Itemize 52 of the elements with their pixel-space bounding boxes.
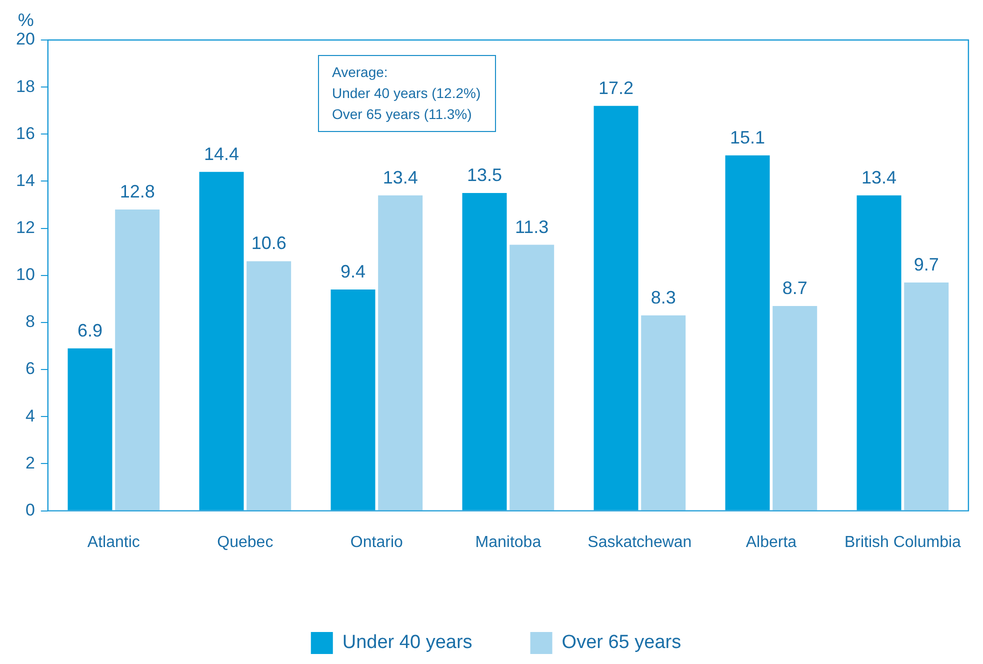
data-label: 8.3	[650, 287, 676, 308]
data-label: 12.8	[120, 181, 155, 202]
bar	[856, 195, 902, 510]
data-label: 9.7	[914, 254, 939, 274]
data-label: 13.4	[861, 167, 897, 188]
y-tick-label: 0	[25, 500, 35, 520]
data-label: 13.4	[382, 167, 418, 188]
y-tick-label: 16	[16, 124, 35, 143]
bar	[510, 244, 554, 510]
data-label: 8.7	[782, 278, 808, 298]
x-tick-label: Alberta	[746, 534, 797, 551]
data-label: 17.2	[598, 78, 634, 98]
y-tick-label: 2	[25, 453, 35, 472]
bar	[462, 193, 507, 510]
data-label: 15.1	[730, 127, 766, 148]
bar	[246, 261, 292, 510]
bar	[330, 290, 376, 510]
data-label: 11.3	[514, 216, 549, 237]
annotation: Under 40 years (12.2%)	[332, 84, 481, 103]
y-tick-label: 8	[25, 312, 35, 332]
bar	[594, 106, 638, 510]
bar	[115, 209, 160, 510]
data-label: 10.6	[251, 233, 286, 254]
annotation: Average:	[332, 63, 389, 82]
bar	[772, 306, 818, 510]
data-label: 14.4	[204, 144, 240, 164]
data-label: 13.5	[466, 164, 502, 185]
y-tick-label: 4	[25, 406, 35, 426]
bar	[199, 172, 244, 510]
y-tick-label: 18	[16, 76, 35, 96]
y-tick-label: 12	[16, 218, 35, 238]
x-tick-label: Manitoba	[475, 534, 542, 551]
y-tick-label: 20	[16, 30, 35, 49]
x-tick-label: Saskatchewan	[588, 534, 692, 551]
bar	[641, 315, 686, 510]
data-label: 6.9	[77, 320, 103, 340]
y-tick-label: 10	[16, 265, 35, 284]
x-tick-label: Ontario	[350, 534, 404, 551]
legend-label: Over 65 years	[562, 632, 682, 654]
bar	[904, 282, 949, 510]
x-tick-label: Atlantic	[87, 534, 140, 551]
x-tick-label: Quebec	[217, 534, 274, 551]
legend-label: Under 40 years	[342, 632, 472, 654]
y-tick-label: 6	[25, 359, 35, 378]
bar	[378, 195, 423, 510]
data-label: 9.4	[340, 261, 366, 282]
bar	[68, 348, 112, 510]
y-tick-label: 14	[16, 170, 35, 190]
x-tick-label: British Columbia	[844, 534, 962, 551]
annotation: Over 65 years (11.3%)	[332, 105, 473, 124]
y-axis-title: %	[18, 10, 34, 30]
bar	[725, 155, 770, 510]
